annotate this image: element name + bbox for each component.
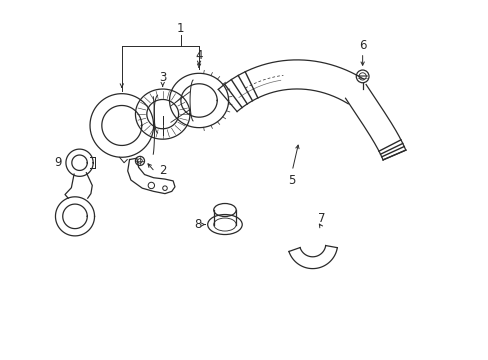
Text: 1: 1 [177, 22, 184, 35]
Text: 3: 3 [159, 71, 166, 84]
Text: 9: 9 [54, 156, 62, 169]
Text: 6: 6 [358, 39, 366, 52]
Text: 7: 7 [317, 212, 325, 225]
Text: 2: 2 [159, 165, 166, 177]
Text: 5: 5 [288, 174, 295, 186]
Text: 4: 4 [195, 49, 203, 62]
Text: 8: 8 [194, 218, 201, 231]
